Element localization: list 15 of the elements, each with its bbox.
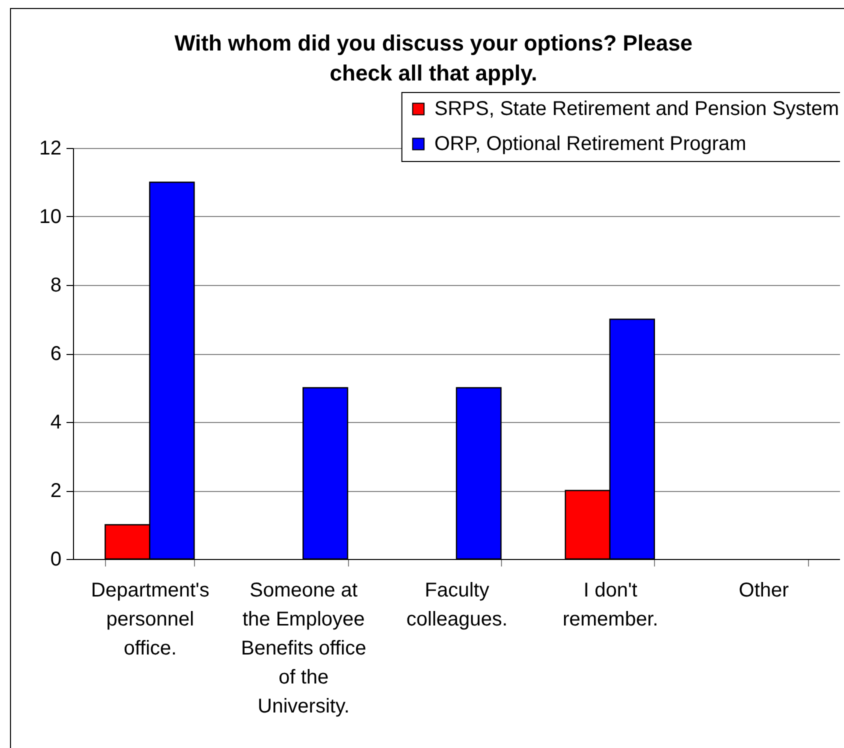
legend-label: ORP, Optional Retirement Program [434, 133, 746, 155]
y-tick-label: 12 [39, 138, 62, 160]
chart-title: With whom did you discuss your options? Please check all that apply. [174, 30, 693, 86]
y-tick-label: 2 [50, 480, 62, 502]
y-tick-label: 6 [50, 343, 62, 365]
x-tick-label: Other [738, 580, 790, 602]
y-tick-label: 8 [50, 274, 62, 296]
y-tick-label: 10 [39, 206, 62, 228]
x-tick-label: I don't remember. [562, 580, 658, 630]
legend-label: SRPS, State Retirement and Pension System [434, 98, 839, 120]
x-tick-label: Department's personnel office. [91, 580, 210, 660]
x-tick-label: Someone at the Employee Benefits office of the University. [240, 580, 366, 718]
x-tick-label: Faculty colleagues. [406, 580, 508, 630]
y-tick-label: 4 [50, 412, 62, 434]
y-tick-label: 0 [50, 548, 62, 570]
